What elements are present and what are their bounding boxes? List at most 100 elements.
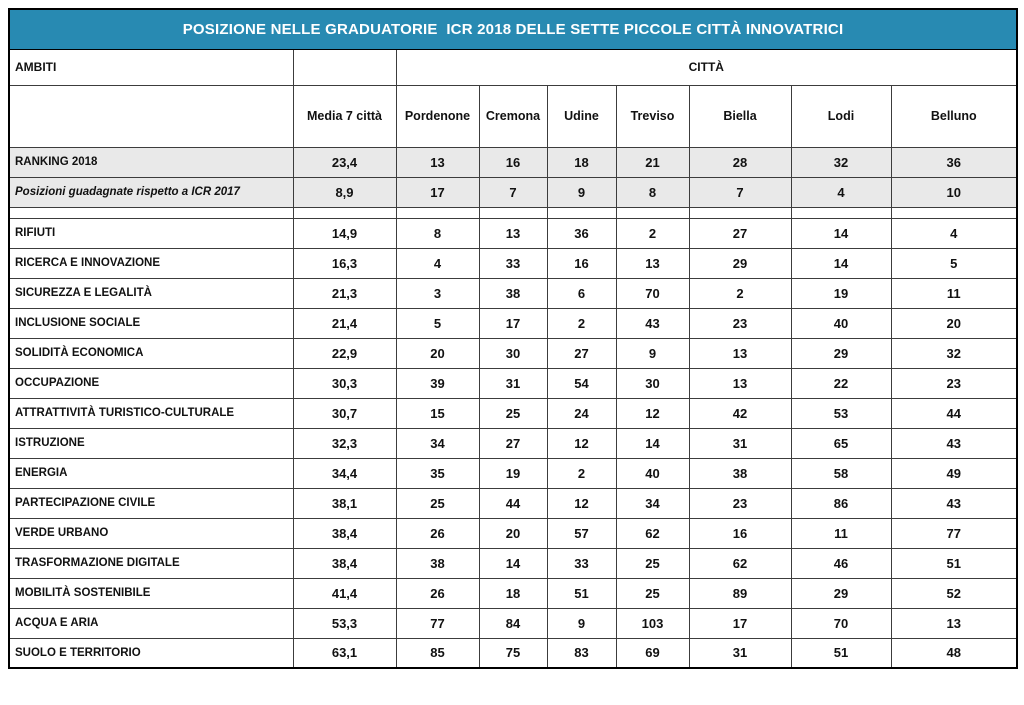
rank-value-cremona: 31 (478, 367, 548, 399)
row-label: MOBILITÀ SOSTENIBILE (8, 577, 294, 609)
media-value: 38,4 (292, 517, 397, 549)
city-header-cremona: Cremona (478, 84, 548, 148)
row-label: SUOLO E TERRITORIO (8, 637, 294, 669)
rank-value-udine: 36 (546, 217, 617, 249)
rank-value-cremona: 18 (478, 577, 548, 609)
rank-value-biella: 89 (688, 577, 792, 609)
table-body: RANKING 2018 23,4 13 16 18 21 28 32 36 Posizioni … (8, 146, 1018, 669)
rank-value-udine: 54 (546, 367, 617, 399)
row-label: ACQUA E ARIA (8, 607, 294, 639)
rank-value-lodi: 14 (790, 247, 892, 279)
rank-value-cremona: 7 (478, 176, 548, 208)
rank-value-udine: 9 (546, 176, 617, 208)
rank-value-cremona: 20 (478, 517, 548, 549)
title-row: POSIZIONE NELLE GRADUATORIE ICR 2018 DEL… (8, 8, 1018, 50)
rank-value-udine: 2 (546, 307, 617, 339)
rank-value-biella: 29 (688, 247, 792, 279)
rank-value-biella: 7 (688, 176, 792, 208)
rank-value-lodi: 46 (790, 547, 892, 579)
rank-value-treviso: 34 (615, 487, 690, 519)
rank-value-belluno: 13 (890, 607, 1018, 639)
rank-value-udine: 6 (546, 277, 617, 309)
rank-value-treviso: 9 (615, 337, 690, 369)
rank-value-treviso: 13 (615, 247, 690, 279)
rank-value-lodi: 4 (790, 176, 892, 208)
rank-value-biella: 23 (688, 307, 792, 339)
rank-value-lodi: 65 (790, 427, 892, 459)
table-row-summary-0: RANKING 2018 23,4 13 16 18 21 28 32 36 (8, 146, 1018, 178)
rank-value-udine: 83 (546, 637, 617, 669)
row-label: PARTECIPAZIONE CIVILE (8, 487, 294, 519)
rank-value-belluno: 4 (890, 217, 1018, 249)
rank-value-pordenone: 3 (395, 277, 480, 309)
rank-value-udine: 16 (546, 247, 617, 279)
rank-value-treviso: 103 (615, 607, 690, 639)
rank-value-pordenone: 20 (395, 337, 480, 369)
rank-value-lodi: 51 (790, 637, 892, 669)
rank-value-biella: 31 (688, 427, 792, 459)
rank-value-pordenone: 15 (395, 397, 480, 429)
spacer-cell (790, 206, 892, 219)
empty-label-cell (8, 84, 294, 148)
rank-value-belluno: 20 (890, 307, 1018, 339)
rank-value-cremona: 38 (478, 277, 548, 309)
rank-value-belluno: 5 (890, 247, 1018, 279)
rank-value-udine: 33 (546, 547, 617, 579)
spacer-cell (292, 206, 397, 219)
rank-value-lodi: 70 (790, 607, 892, 639)
rank-value-belluno: 10 (890, 176, 1018, 208)
row-label: RICERCA E INNOVAZIONE (8, 247, 294, 279)
table-row-category-11: TRASFORMAZIONE DIGITALE 38,4 38 14 33 25 62 46 5… (8, 547, 1018, 579)
rank-value-cremona: 14 (478, 547, 548, 579)
row-label: RIFIUTI (8, 217, 294, 249)
rank-value-biella: 13 (688, 367, 792, 399)
rank-value-treviso: 25 (615, 577, 690, 609)
table-row-category-6: ATTRATTIVITÀ TURISTICO-CULTURALE 30,7 15 25… (8, 397, 1018, 429)
rank-value-treviso: 12 (615, 397, 690, 429)
rank-value-pordenone: 25 (395, 487, 480, 519)
rank-value-pordenone: 26 (395, 517, 480, 549)
rank-value-cremona: 19 (478, 457, 548, 489)
rank-value-belluno: 77 (890, 517, 1018, 549)
rank-value-treviso: 2 (615, 217, 690, 249)
media-value: 41,4 (292, 577, 397, 609)
rank-value-cremona: 13 (478, 217, 548, 249)
citta-header: CITTÀ (395, 48, 1018, 86)
rank-value-biella: 31 (688, 637, 792, 669)
rank-value-cremona: 30 (478, 337, 548, 369)
rank-value-udine: 9 (546, 607, 617, 639)
table-row-category-4: SOLIDITÀ ECONOMICA 22,9 20 30 27 9 13 29 32 (8, 337, 1018, 369)
spacer-row (8, 206, 1018, 219)
media-value: 34,4 (292, 457, 397, 489)
rank-value-pordenone: 39 (395, 367, 480, 399)
rank-value-lodi: 19 (790, 277, 892, 309)
row-label: SICUREZZA E LEGALITÀ (8, 277, 294, 309)
table-row-category-14: SUOLO E TERRITORIO 63,1 85 75 83 69 31 51 48 (8, 637, 1018, 669)
table-row-category-2: SICUREZZA E LEGALITÀ 21,3 3 38 6 70 2 19 11 (8, 277, 1018, 309)
table-row-category-9: PARTECIPAZIONE CIVILE 38,1 25 44 12 34 23 86 43 (8, 487, 1018, 519)
table-row-category-12: MOBILITÀ SOSTENIBILE 41,4 26 18 51 25 89 29 52 (8, 577, 1018, 609)
row-label: OCCUPAZIONE (8, 367, 294, 399)
rank-value-lodi: 11 (790, 517, 892, 549)
rank-value-cremona: 27 (478, 427, 548, 459)
rank-value-belluno: 11 (890, 277, 1018, 309)
rank-value-biella: 16 (688, 517, 792, 549)
row-label: SOLIDITÀ ECONOMICA (8, 337, 294, 369)
rank-value-biella: 28 (688, 146, 792, 178)
rank-value-pordenone: 8 (395, 217, 480, 249)
spacer-cell (395, 206, 480, 219)
rank-value-udine: 12 (546, 427, 617, 459)
table-row-category-8: ENERGIA 34,4 35 19 2 40 38 58 49 (8, 457, 1018, 489)
rank-value-udine: 24 (546, 397, 617, 429)
rank-value-pordenone: 77 (395, 607, 480, 639)
rank-value-cremona: 84 (478, 607, 548, 639)
rank-value-belluno: 49 (890, 457, 1018, 489)
media-value: 14,9 (292, 217, 397, 249)
rank-value-treviso: 62 (615, 517, 690, 549)
media-value: 53,3 (292, 607, 397, 639)
spacer-cell (478, 206, 548, 219)
rank-value-belluno: 52 (890, 577, 1018, 609)
rank-value-treviso: 21 (615, 146, 690, 178)
media-value: 22,9 (292, 337, 397, 369)
rank-value-biella: 23 (688, 487, 792, 519)
